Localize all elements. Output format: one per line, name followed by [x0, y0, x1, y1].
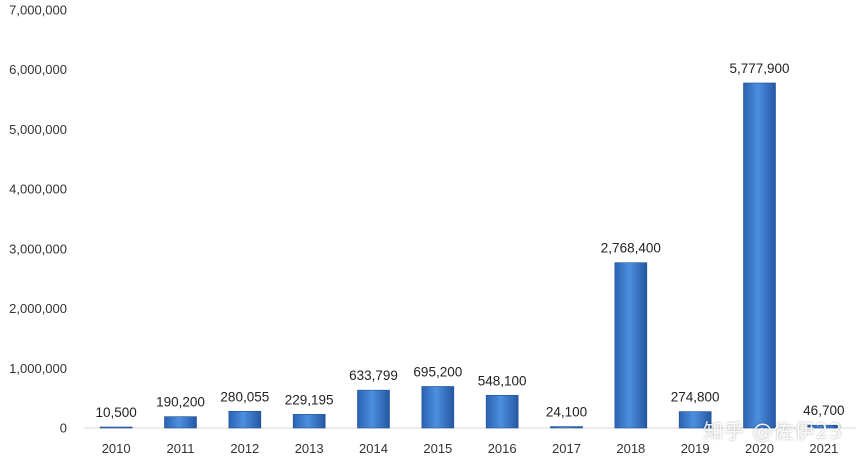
bar-2011: [164, 416, 197, 429]
data-label: 10,500: [96, 405, 137, 420]
x-tick-label: 2015: [423, 441, 452, 456]
y-tick-label: 0: [60, 421, 67, 436]
x-tick-label: 2013: [295, 441, 324, 456]
data-label: 274,800: [671, 390, 720, 405]
y-tick-label: 4,000,000: [9, 182, 67, 197]
data-label: 24,100: [546, 405, 587, 420]
watermark: 知乎 @佐伊23: [703, 419, 843, 443]
bar-2020: [743, 82, 776, 429]
x-tick-label: 2011: [167, 441, 195, 456]
data-label: 695,200: [413, 364, 462, 379]
bar-2017: [550, 426, 583, 429]
bar-2019: [678, 411, 712, 429]
x-axis: 2010 2011 2012 2013 2014 2015 2016 2017 2018 2019…: [102, 441, 839, 456]
data-label: 633,799: [349, 368, 398, 383]
bar-2010: [99, 426, 133, 429]
x-tick-label: 2014: [359, 441, 388, 456]
x-tick-label: 2020: [745, 441, 774, 456]
y-axis: 0 1,000,000 2,000,000 3,000,000 4,000,000 5,0…: [9, 3, 67, 436]
x-tick-label: 2021: [809, 441, 838, 456]
x-tick-label: 2012: [230, 441, 259, 456]
data-label: 190,200: [156, 395, 205, 410]
bar-2021: [807, 424, 841, 429]
x-tick-label: 2017: [552, 441, 581, 456]
bar-2015: [421, 386, 455, 429]
y-tick-label: 5,000,000: [9, 122, 67, 137]
y-tick-label: 7,000,000: [9, 3, 67, 18]
y-tick-label: 3,000,000: [9, 241, 67, 256]
x-tick-label: 2010: [102, 441, 131, 456]
bar-2016: [485, 394, 519, 429]
y-tick-label: 1,000,000: [9, 361, 67, 376]
x-tick-label: 2019: [681, 441, 710, 456]
bar-2012: [228, 410, 262, 429]
x-tick-label: 2018: [616, 441, 645, 456]
data-label: 280,055: [220, 389, 269, 404]
data-label: 46,700: [803, 403, 844, 418]
y-tick-label: 6,000,000: [9, 62, 67, 77]
data-label: 548,100: [478, 373, 527, 388]
data-labels: 10,500 190,200 280,055 229,195 633,799 695,20…: [96, 61, 845, 420]
bar-2018: [614, 262, 648, 429]
data-label: 5,777,900: [729, 61, 789, 76]
bar-2014: [357, 389, 390, 429]
bars: [99, 82, 841, 429]
y-tick-label: 2,000,000: [9, 301, 67, 316]
data-label: 229,195: [285, 392, 334, 407]
bar-2013: [292, 414, 326, 429]
data-label: 2,768,400: [601, 241, 661, 256]
x-tick-label: 2016: [488, 441, 517, 456]
